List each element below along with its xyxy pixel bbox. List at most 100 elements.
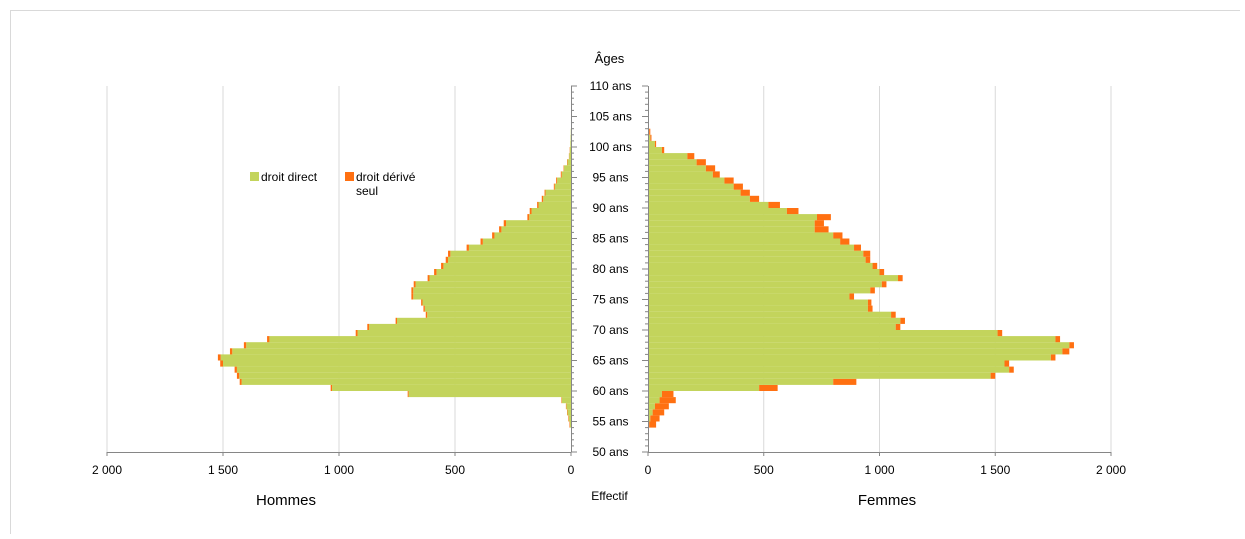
x-tick-label-right: 2 000	[1096, 463, 1126, 477]
x-tick-label-right: 1 500	[980, 463, 1010, 477]
bar-femmes-droit-direct	[648, 171, 713, 178]
bar-femmes-droit-direct	[648, 384, 760, 391]
bar-femmes-droit-derive	[872, 262, 878, 269]
bar-femmes-droit-derive	[786, 208, 799, 215]
bar-femmes-droit-derive	[833, 232, 843, 239]
bar-hommes-droit-direct	[443, 262, 571, 269]
bar-femmes-droit-derive	[724, 177, 734, 184]
bar-femmes-droit-direct	[648, 281, 882, 288]
bar-femmes-droit-direct	[648, 409, 653, 416]
bar-femmes-droit-direct	[648, 311, 892, 318]
bar-hommes-droit-direct	[232, 348, 571, 355]
bar-femmes-droit-derive	[854, 244, 861, 251]
bar-femmes-droit-direct	[648, 256, 866, 263]
legend-swatch-droit-derive	[345, 172, 354, 181]
bar-femmes-droit-direct	[648, 372, 991, 379]
bar-hommes-droit-derive	[413, 281, 416, 288]
x-tick-label-left: 1 000	[324, 463, 354, 477]
bar-hommes-droit-derive	[217, 354, 221, 361]
bar-hommes-droit-direct	[332, 384, 571, 391]
bar-hommes-droit-direct	[220, 354, 571, 361]
bar-femmes-droit-direct	[648, 397, 660, 404]
x-tick-label-left: 0	[568, 463, 575, 477]
x-tick-label-right: 0	[645, 463, 652, 477]
bar-femmes-droit-direct	[648, 183, 734, 190]
bar-femmes-droit-direct	[648, 262, 873, 269]
bar-hommes-droit-direct	[570, 140, 571, 147]
bar-femmes-droit-derive	[895, 323, 901, 330]
bar-femmes-droit-direct	[648, 403, 655, 410]
bar-femmes-droit-derive	[816, 214, 831, 221]
bar-hommes-droit-direct	[427, 311, 571, 318]
bar-hommes-droit-direct	[569, 153, 571, 160]
bar-femmes-droit-direct	[648, 336, 1056, 343]
bar-hommes-droit-derive	[529, 208, 532, 215]
bar-hommes-droit-derive	[330, 384, 333, 391]
bar-femmes-droit-derive	[1050, 354, 1056, 361]
bar-femmes-droit-derive	[659, 397, 676, 404]
x-axis-title: Effectif	[591, 489, 628, 503]
bar-femmes-droit-derive	[749, 195, 760, 202]
bar-hommes-droit-direct	[501, 226, 571, 233]
bar-femmes-droit-derive	[867, 305, 873, 312]
bar-femmes-droit-derive	[733, 183, 743, 190]
bar-femmes-droit-derive	[740, 189, 750, 196]
age-tick-label: 80 ans	[592, 262, 628, 276]
age-tick-label: 85 ans	[592, 232, 628, 246]
bar-hommes-droit-derive	[527, 214, 530, 221]
bar-hommes-droit-derive	[423, 305, 425, 312]
bar-femmes-droit-direct	[648, 140, 655, 147]
bar-femmes-droit-derive	[1009, 366, 1014, 373]
x-tick-label-left: 2 000	[92, 463, 122, 477]
bar-femmes-droit-direct	[648, 238, 841, 245]
age-tick-label: 105 ans	[589, 110, 632, 124]
bar-hommes-droit-direct	[448, 256, 571, 263]
x-tick-label-right: 500	[754, 463, 774, 477]
bar-femmes-droit-direct	[648, 195, 750, 202]
bar-hommes-droit-direct	[564, 165, 571, 172]
bar-femmes-droit-derive	[696, 159, 706, 166]
bar-femmes-droit-direct	[648, 317, 901, 324]
bar-femmes-droit-direct	[648, 177, 725, 184]
bar-femmes-droit-direct	[648, 275, 899, 282]
bar-hommes-droit-direct	[545, 189, 571, 196]
bar-hommes-droit-derive	[239, 378, 242, 385]
chart-frame	[10, 10, 1240, 534]
bar-hommes-droit-derive	[441, 262, 444, 269]
bar-hommes-droit-derive	[411, 293, 414, 300]
age-tick-label: 90 ans	[592, 201, 628, 215]
bar-femmes-droit-derive	[814, 226, 829, 233]
labels: 50 ans 55 ans 60 ans 65 ans 70 ans 75 ans 80 a…	[92, 51, 1126, 509]
bar-femmes-droit-derive	[1062, 348, 1070, 355]
bar-hommes-droit-direct	[424, 305, 571, 312]
bar-femmes-droit-direct	[648, 153, 688, 160]
bar-femmes-droit-derive	[997, 330, 1003, 337]
bar-femmes-droit-derive	[1055, 336, 1061, 343]
bar-femmes-droit-direct	[648, 232, 834, 239]
bar-hommes-droit-derive	[267, 336, 270, 343]
bar-femmes-droit-direct	[648, 354, 1051, 361]
bar-femmes-droit-direct	[648, 134, 651, 141]
bar-hommes-droit-derive	[425, 311, 428, 318]
bar-hommes-droit-direct	[494, 232, 571, 239]
bar-femmes-droit-derive	[814, 220, 824, 227]
bar-femmes-droit-direct	[648, 269, 880, 276]
legend-label-droit-derive: droit dérivé seul	[356, 170, 416, 198]
bar-femmes-droit-direct	[648, 299, 868, 306]
bar-hommes-droit-direct	[543, 195, 571, 202]
bar-hommes-droit-derive	[411, 287, 414, 294]
bar-femmes-droit-derive	[649, 128, 651, 135]
bars	[217, 128, 1074, 428]
bar-femmes-droit-direct	[648, 348, 1063, 355]
right-panel-label: Femmes	[858, 492, 916, 509]
age-tick-label: 60 ans	[592, 384, 628, 398]
bar-hommes-droit-derive	[445, 256, 449, 263]
bar-femmes-droit-direct	[648, 415, 651, 422]
bar-femmes-droit-direct	[648, 201, 769, 208]
bar-femmes-droit-derive	[705, 165, 716, 172]
age-tick-label: 65 ans	[592, 354, 628, 368]
bar-femmes-droit-derive	[712, 171, 720, 178]
bar-hommes-droit-direct	[415, 281, 571, 288]
bar-hommes-droit-derive	[395, 317, 397, 324]
bar-femmes-droit-derive	[865, 256, 871, 263]
